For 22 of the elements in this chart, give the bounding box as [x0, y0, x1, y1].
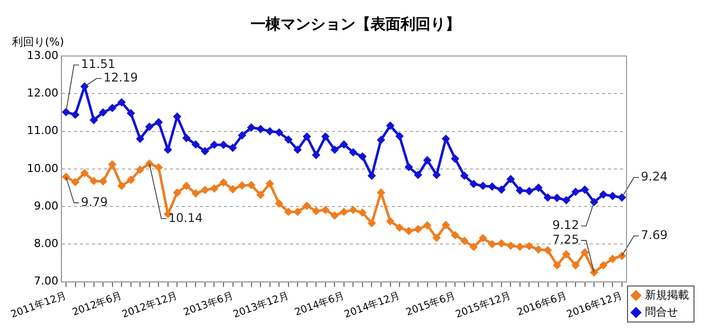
x-tick-label: 2013年12月	[232, 289, 290, 321]
y-tick-label: 11.00	[26, 124, 58, 138]
y-tick-label: 9.00	[34, 199, 58, 212]
x-tick-label: 2011年12月	[9, 289, 68, 321]
data-label: 10.14	[168, 210, 203, 225]
data-label: 7.25	[552, 232, 580, 247]
y-tick-label: 7.00	[34, 274, 58, 288]
data-label: 7.69	[640, 228, 668, 242]
y-tick-label: 12.00	[26, 86, 58, 100]
y-tick-label: 13.00	[26, 48, 58, 62]
data-label: 12.19	[104, 70, 138, 85]
data-label: 9.79	[81, 194, 108, 209]
legend-label: 新規掲載	[645, 288, 689, 302]
x-tick-label: 2016年12月	[565, 289, 624, 321]
legend-label: 問合せ	[645, 305, 678, 318]
data-label: 9.12	[552, 218, 580, 232]
data-label: 11.51	[81, 57, 116, 72]
chart-title: 一棟マンション【表面利回り】	[250, 14, 460, 33]
y-tick-label: 8.00	[34, 237, 58, 250]
y-axis-title: 利回り(%)	[12, 35, 64, 48]
y-tick-label: 10.00	[26, 162, 58, 175]
data-label: 9.24	[640, 170, 668, 184]
